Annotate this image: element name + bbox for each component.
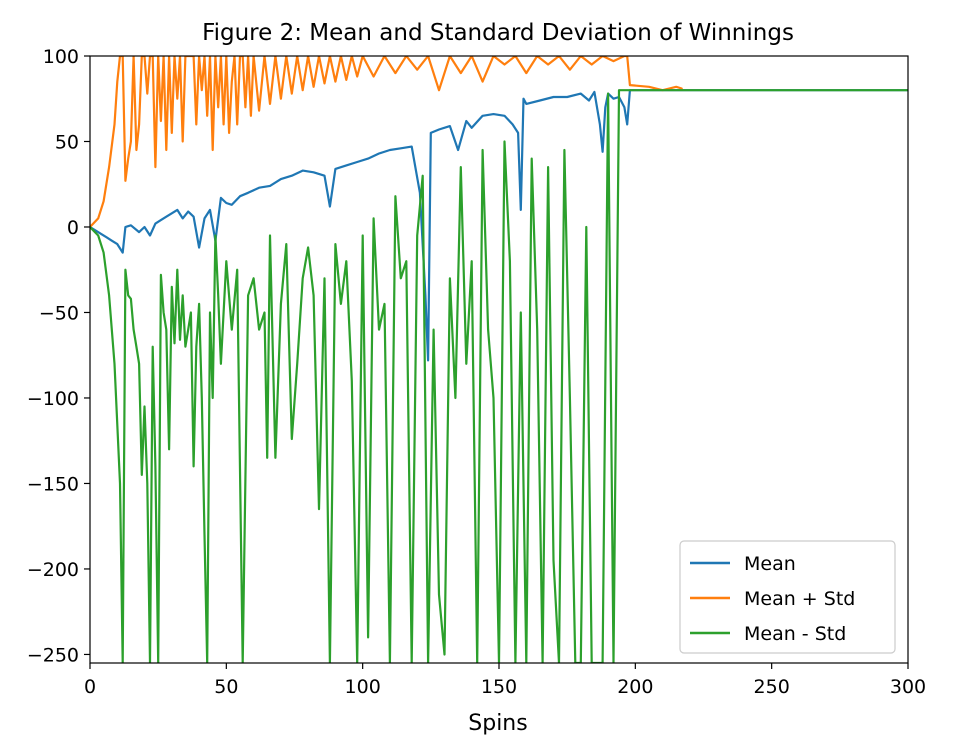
- x-tick-label: 50: [214, 676, 238, 698]
- series-group: [90, 56, 908, 663]
- y-tick-label: −200: [27, 559, 79, 581]
- legend-label: Mean - Std: [744, 623, 846, 645]
- y-tick-label: 50: [55, 131, 79, 153]
- series-line-mean-std: [90, 56, 683, 229]
- legend-label: Mean: [744, 553, 796, 575]
- x-tick-label: 250: [754, 676, 790, 698]
- y-tick-label: 0: [67, 217, 79, 239]
- legend-label: Mean + Std: [744, 588, 855, 610]
- x-tick-label: 0: [84, 676, 96, 698]
- legend-box: [679, 540, 896, 654]
- series-line-mean-std: [90, 89, 908, 663]
- y-tick-label: −250: [27, 644, 79, 666]
- series-line-mean: [90, 89, 908, 362]
- x-axis-label: Spins: [468, 711, 527, 736]
- x-tick-label: 200: [617, 676, 653, 698]
- legend: Mean Mean + Std Mean - Std: [679, 540, 896, 654]
- x-axis: 0 50 100 150 200 250 300: [84, 663, 926, 698]
- x-tick-label: 300: [890, 676, 926, 698]
- chart-title: Figure 2: Mean and Standard Deviation of…: [202, 20, 794, 46]
- x-tick-label: 100: [345, 676, 381, 698]
- x-tick-label: 150: [481, 676, 517, 698]
- y-tick-label: −50: [39, 302, 79, 324]
- y-tick-label: 100: [43, 46, 79, 68]
- y-tick-label: −100: [27, 388, 79, 410]
- y-axis: 100 50 0 −50 −100 −150 −200 −250: [27, 46, 90, 666]
- y-tick-label: −150: [27, 473, 79, 495]
